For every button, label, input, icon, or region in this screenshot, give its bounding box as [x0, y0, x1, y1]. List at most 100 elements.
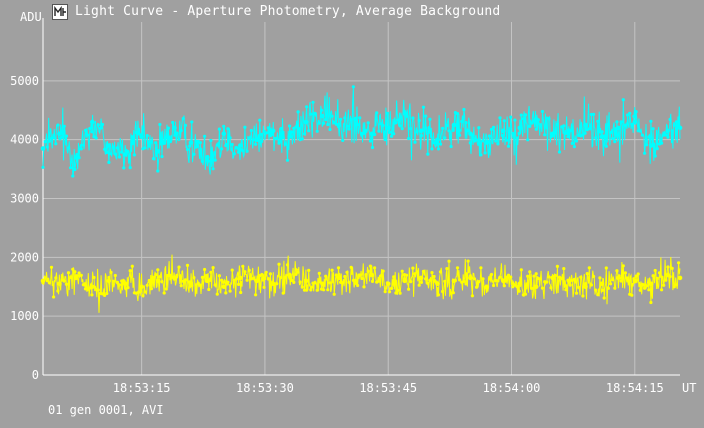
series-1-marker	[128, 166, 132, 170]
series-2-marker	[128, 269, 132, 273]
series-1-marker	[621, 98, 625, 102]
series-1-marker	[432, 141, 436, 145]
series-2-marker	[585, 272, 589, 276]
series-2-marker	[647, 288, 651, 292]
series-2-marker	[623, 271, 628, 275]
series-2-marker	[519, 268, 523, 272]
series-1-marker	[126, 150, 130, 154]
series-1-marker	[428, 117, 432, 121]
series-1-point	[665, 128, 670, 134]
series-2-marker	[447, 259, 451, 263]
series-1-marker	[419, 134, 423, 138]
series-1-marker	[623, 123, 628, 127]
series-1-marker	[307, 129, 311, 133]
series-2-marker	[645, 284, 649, 288]
series-2-marker	[489, 272, 494, 277]
series-1-marker	[351, 85, 355, 89]
series-1-marker	[375, 111, 379, 115]
series-1-point	[583, 122, 588, 128]
series-1-marker	[606, 122, 611, 126]
series-2-marker	[636, 272, 640, 276]
series-2-marker	[555, 264, 560, 268]
series-1-point	[73, 155, 79, 160]
series-1-marker	[111, 145, 115, 149]
series-2-marker	[230, 268, 234, 272]
series-2-marker	[458, 278, 462, 282]
y-tick-label: 1000	[10, 309, 39, 323]
series-1-marker	[615, 120, 619, 124]
series-1-marker	[651, 127, 655, 131]
series-1-marker	[343, 116, 347, 120]
series-2-marker	[177, 265, 181, 269]
series-1-point	[172, 125, 177, 131]
series-2-point	[221, 284, 227, 290]
series-2-marker	[596, 293, 600, 297]
series-1-point	[270, 128, 276, 134]
series-1-marker	[324, 118, 328, 122]
series-1-marker	[283, 142, 287, 146]
series-2-marker	[419, 280, 423, 284]
series-1-marker	[660, 141, 664, 145]
series-1-marker	[574, 139, 579, 143]
series-2-marker	[587, 266, 591, 270]
series-1-marker	[96, 123, 100, 127]
series-1-marker	[568, 129, 572, 133]
series-2-marker	[613, 286, 617, 290]
series-2-marker	[73, 270, 77, 274]
series-2-marker	[69, 275, 73, 280]
series-2-marker	[526, 274, 530, 278]
series-2-marker	[356, 283, 360, 288]
series-1-marker	[117, 155, 122, 159]
series-1-marker	[677, 123, 681, 128]
series-1-marker	[41, 165, 45, 169]
series-1-marker	[462, 107, 466, 112]
series-2-marker	[275, 282, 279, 286]
series-2-marker	[332, 292, 336, 296]
series-1-marker	[421, 105, 426, 109]
series-2-marker	[145, 283, 149, 287]
series-2-marker	[572, 277, 577, 281]
series-2-marker	[604, 266, 608, 270]
series-2-marker	[343, 274, 347, 279]
series-2-marker	[117, 283, 122, 287]
series-2-marker	[336, 266, 341, 270]
series-2-marker	[617, 274, 621, 278]
series-1-point	[40, 146, 46, 151]
series-2-marker	[111, 279, 115, 283]
y-axis-label: ADU	[20, 10, 42, 24]
series-1-marker	[75, 152, 79, 157]
series-2-markers	[41, 259, 681, 305]
x-tick-label: 18:53:45	[359, 381, 417, 395]
series-1-marker	[345, 124, 349, 128]
series-1-marker	[90, 130, 94, 134]
series-1-marker	[71, 174, 75, 178]
series-1-marker	[264, 131, 268, 135]
series-2-marker	[413, 272, 417, 276]
series-1-marker	[366, 121, 370, 125]
series-1-point	[155, 149, 161, 154]
series-2-marker	[564, 288, 568, 292]
series-2-marker	[81, 283, 85, 287]
series-1-marker	[402, 109, 406, 113]
series-1-marker	[494, 139, 498, 143]
series-2-marker	[156, 268, 160, 272]
series-2-marker	[96, 288, 100, 292]
series-1-marker	[417, 118, 421, 123]
series-2-marker	[438, 270, 443, 274]
series-2-marker	[330, 268, 334, 272]
light-curve-app-icon[interactable]	[52, 4, 68, 20]
series-2-marker	[205, 273, 209, 278]
series-1-marker	[45, 145, 49, 149]
series-1-marker	[228, 136, 232, 140]
series-2-marker	[492, 283, 496, 288]
series-2-marker	[468, 274, 472, 278]
series-1-marker	[466, 129, 470, 133]
series-1-marker	[300, 137, 304, 141]
series-1-marker	[460, 119, 464, 124]
series-2-marker	[664, 278, 668, 282]
series-1-marker	[451, 128, 455, 132]
series-2-marker	[317, 271, 321, 275]
series-1-marker	[370, 145, 375, 150]
series-2-point	[533, 284, 539, 290]
series-2-marker	[674, 283, 679, 287]
